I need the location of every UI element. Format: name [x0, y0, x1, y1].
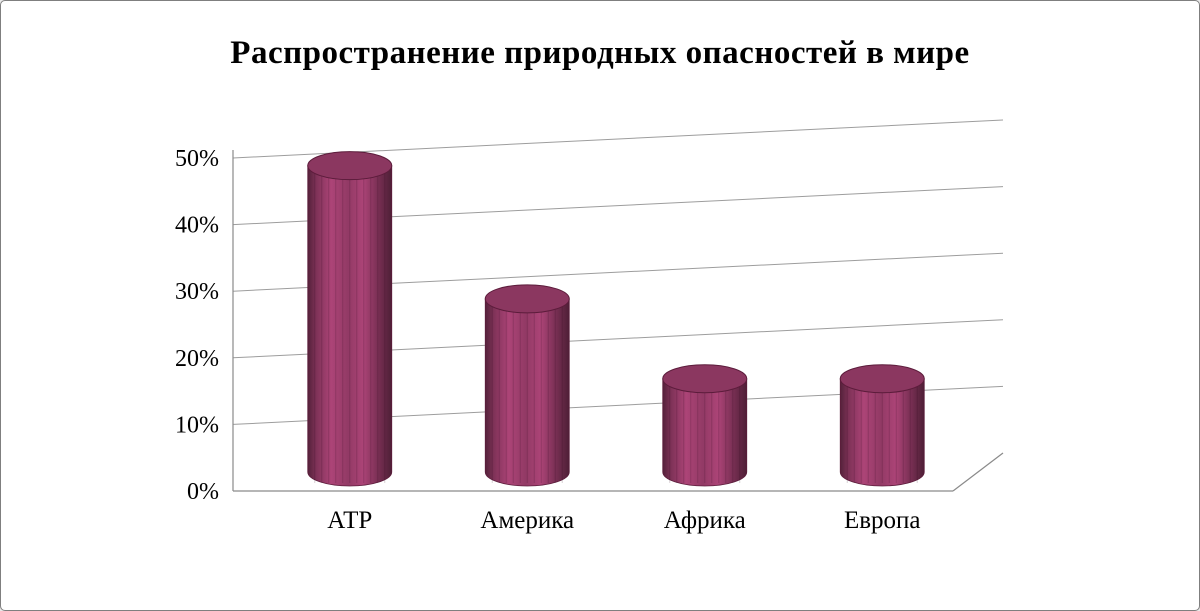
x-axis-label-0: АТР [327, 507, 372, 534]
cylinder-top-0 [307, 151, 393, 181]
cylinder-top-2 [662, 364, 748, 394]
cylinder-top-3 [839, 364, 925, 394]
cylinder-bar-1 [484, 298, 570, 487]
y-axis-label: 10% [175, 412, 219, 438]
cylinder-top-1 [484, 284, 570, 314]
x-axis-label-2: Африка [664, 507, 746, 534]
x-axis-label-1: Америка [480, 507, 574, 534]
y-axis-label: 30% [175, 279, 219, 305]
x-axis-label-3: Европа [844, 507, 921, 534]
y-axis-label: 50% [175, 146, 219, 172]
y-axis-label: 20% [175, 346, 219, 372]
cylinder-bar-2 [662, 378, 748, 487]
y-axis-label: 0% [187, 479, 219, 505]
floor-right-edge [952, 452, 1004, 492]
cylinder-bar-3 [839, 378, 925, 487]
chart-title: Распространение природных опасностей в м… [230, 35, 970, 71]
cylinder-bar-0 [307, 165, 393, 487]
y-axis-label: 40% [175, 213, 219, 239]
